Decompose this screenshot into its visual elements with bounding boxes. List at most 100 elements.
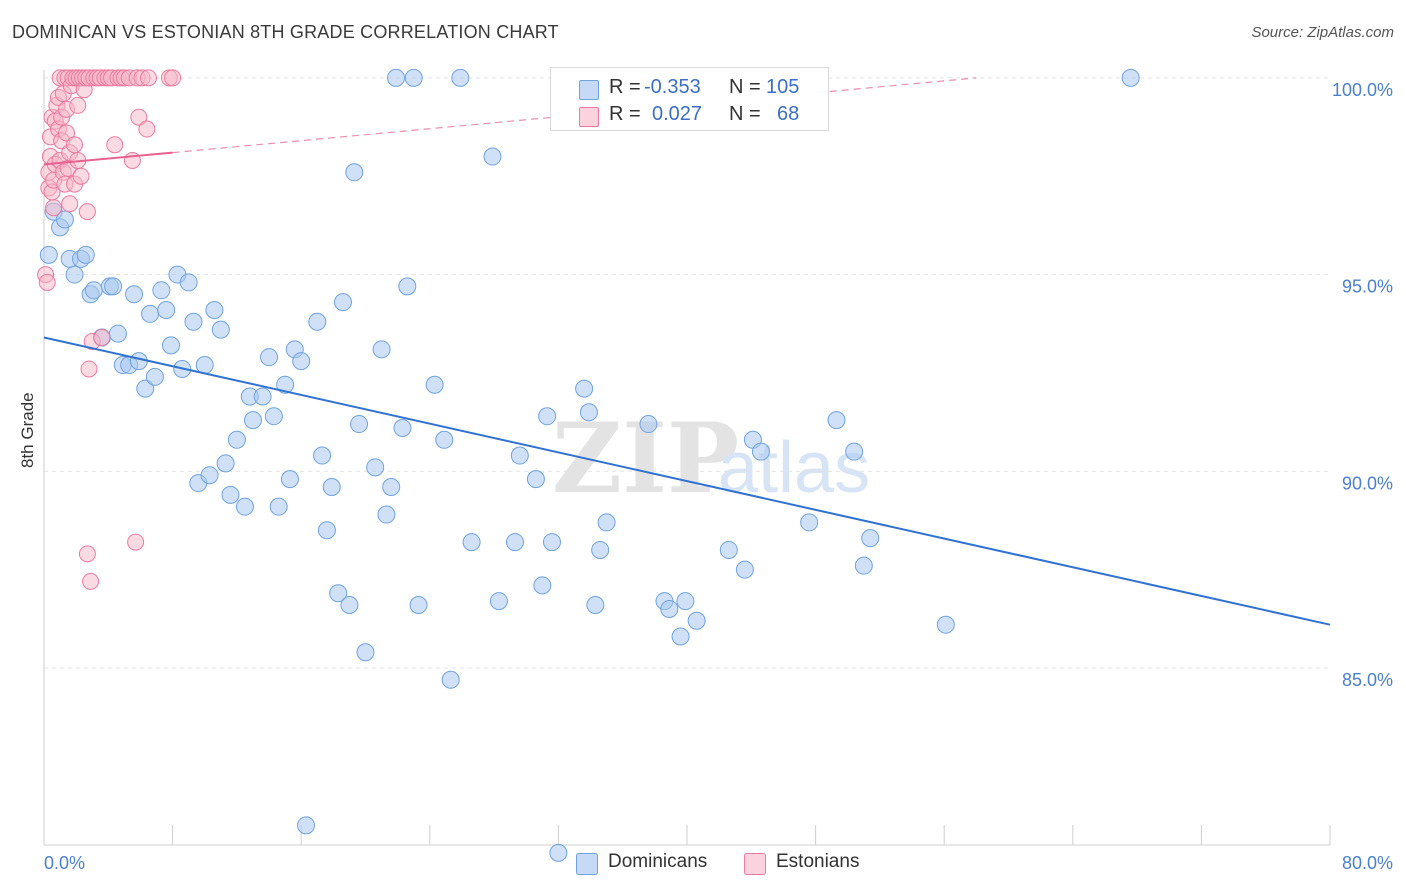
dominican-point xyxy=(538,407,557,426)
dominican-point xyxy=(751,442,770,461)
chart-title: DOMINICAN VS ESTONIAN 8TH GRADE CORRELAT… xyxy=(12,22,559,42)
n-label: N = xyxy=(729,76,761,98)
dominican-point xyxy=(425,375,444,394)
dominican-point xyxy=(579,403,598,422)
estonian-point xyxy=(138,120,156,138)
dominican-point xyxy=(366,458,385,477)
dominican-point xyxy=(129,352,148,371)
dominican-point xyxy=(719,540,738,559)
dominican-point xyxy=(372,340,391,359)
dominican-point xyxy=(152,281,171,300)
estonians-swatch xyxy=(579,107,599,127)
dominican-point xyxy=(387,68,406,87)
dominican-point xyxy=(671,627,690,646)
dominican-point xyxy=(280,470,299,489)
dominican-point xyxy=(483,147,502,166)
dominican-point xyxy=(549,843,568,862)
dominican-point xyxy=(489,592,508,611)
dominican-point xyxy=(292,352,311,371)
estonian-point xyxy=(45,199,63,217)
dominican-point xyxy=(269,497,288,516)
dominican-point xyxy=(136,379,155,398)
estonian-point xyxy=(139,69,157,87)
r-value: 0.027 xyxy=(652,103,703,125)
dominican-point xyxy=(639,415,658,434)
dominican-point xyxy=(184,312,203,331)
dominican-point xyxy=(104,277,123,296)
dominican-point xyxy=(526,470,545,489)
dominican-point xyxy=(435,430,454,449)
dominican-point xyxy=(510,446,529,465)
stats-row-dominicans: R = -0.353 N = 105 xyxy=(551,74,828,102)
legend-label: Estonians xyxy=(776,851,860,872)
n-value: 105 xyxy=(766,76,800,98)
y-axis-label: 8th Grade xyxy=(18,392,37,468)
dominican-point xyxy=(345,163,364,182)
dominican-point xyxy=(533,576,552,595)
dominican-trend-line xyxy=(43,336,1331,626)
dominican-point xyxy=(297,816,316,835)
dominican-point xyxy=(735,560,754,579)
dominican-point xyxy=(542,533,561,552)
estonians-legend-swatch xyxy=(744,853,766,875)
dominican-point xyxy=(157,300,176,319)
dominican-point xyxy=(125,285,144,304)
estonian-point xyxy=(127,533,145,551)
estonian-point xyxy=(78,545,96,563)
dominican-point xyxy=(660,599,679,618)
r-label: R = xyxy=(609,103,641,125)
dominican-point xyxy=(253,387,272,406)
estonian-point xyxy=(164,69,182,87)
dominican-point xyxy=(84,281,103,300)
estonian-point xyxy=(80,360,98,378)
estonian-point xyxy=(69,96,87,114)
dominicans-swatch xyxy=(579,80,599,100)
legend-label: Dominicans xyxy=(608,851,708,872)
estonian-trend-line xyxy=(43,151,173,166)
dominican-point xyxy=(861,529,880,548)
dominican-point xyxy=(586,596,605,615)
estonian-point xyxy=(130,108,148,126)
dominican-point xyxy=(322,478,341,497)
estonian-point xyxy=(93,329,111,347)
dominican-point xyxy=(505,533,524,552)
dominican-point xyxy=(205,300,224,319)
dominican-point xyxy=(800,513,819,532)
dominican-point xyxy=(308,312,327,331)
estonian-point xyxy=(78,203,96,221)
r-label: R = xyxy=(609,76,641,98)
dominican-point xyxy=(141,304,160,323)
dominican-point xyxy=(179,273,198,292)
dominican-point xyxy=(676,592,695,611)
dominican-point xyxy=(200,466,219,485)
estonian-point xyxy=(72,167,90,185)
estonian-point xyxy=(82,572,100,590)
dominican-point xyxy=(936,615,955,634)
dominican-point xyxy=(393,418,412,437)
dominican-point xyxy=(211,320,230,339)
dominican-point xyxy=(591,540,610,559)
dominican-point xyxy=(243,411,262,430)
dominican-point xyxy=(221,485,240,504)
dominican-point xyxy=(409,596,428,615)
estonian-point xyxy=(58,124,76,142)
dominican-point xyxy=(108,324,127,343)
y-tick-label: 95.0% xyxy=(1342,277,1393,297)
watermark-atlas: atlas xyxy=(718,428,870,508)
dominican-point xyxy=(195,356,214,375)
dominican-point xyxy=(317,521,336,540)
dominican-point xyxy=(441,670,460,689)
dominican-point xyxy=(264,407,283,426)
dominican-point xyxy=(227,430,246,449)
dominican-point xyxy=(39,245,58,264)
dominican-point xyxy=(216,454,235,473)
dominican-point xyxy=(827,411,846,430)
y-tick-label: 90.0% xyxy=(1342,473,1393,493)
dominican-point xyxy=(340,596,359,615)
estonian-trend-extension xyxy=(172,77,977,154)
dominican-point xyxy=(145,367,164,386)
source-label: Source: ZipAtlas.com xyxy=(1251,24,1394,41)
dominican-point xyxy=(350,415,369,434)
y-tick-label: 100.0% xyxy=(1332,80,1393,100)
